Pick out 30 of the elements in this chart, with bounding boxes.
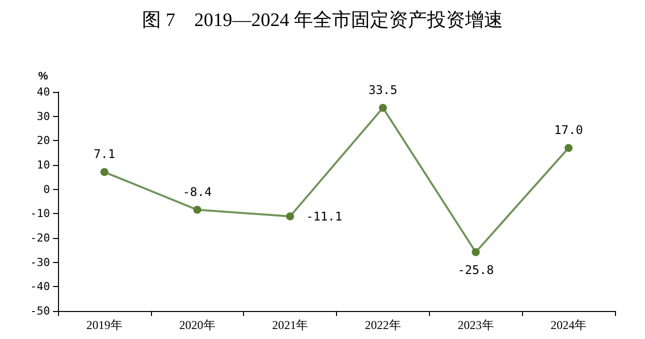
data-label: 33.5 bbox=[368, 82, 398, 97]
y-tick-label: -50 bbox=[30, 304, 50, 318]
y-tick-label: -10 bbox=[30, 207, 50, 220]
y-tick-label: 30 bbox=[36, 110, 50, 123]
point bbox=[286, 212, 294, 220]
data-label: 17.0 bbox=[554, 122, 584, 137]
y-tick-label: -40 bbox=[30, 280, 50, 294]
data-label: -25.8 bbox=[458, 263, 494, 278]
x-tick-label: 2021年 bbox=[272, 318, 308, 332]
point bbox=[193, 206, 202, 214]
x-tick-label: 2023年 bbox=[458, 318, 494, 332]
point bbox=[378, 104, 387, 112]
y-tick-label: 40 bbox=[36, 86, 50, 98]
x-tick-label: 2019年 bbox=[86, 318, 122, 332]
y-tick-label: -30 bbox=[30, 256, 50, 269]
chart-title: 图 7 2019—2024 年全市固定资产投资增速 bbox=[142, 9, 503, 31]
point bbox=[564, 144, 573, 152]
y-axis-title: % bbox=[38, 70, 48, 82]
y-tick-label: 10 bbox=[36, 158, 50, 172]
x-tick-label: 2024年 bbox=[550, 318, 587, 332]
y-tick-label: -20 bbox=[30, 232, 50, 244]
data-label: -11.1 bbox=[306, 209, 342, 224]
y-tick-label: 20 bbox=[36, 134, 50, 148]
point bbox=[472, 248, 480, 256]
x-tick-label: 2020年 bbox=[179, 318, 216, 332]
point bbox=[100, 168, 108, 176]
y-tick-label: 0 bbox=[43, 182, 50, 196]
x-tick-label: 2022年 bbox=[364, 318, 401, 332]
data-label: 7.1 bbox=[94, 147, 116, 162]
data-label: -8.4 bbox=[182, 184, 212, 199]
